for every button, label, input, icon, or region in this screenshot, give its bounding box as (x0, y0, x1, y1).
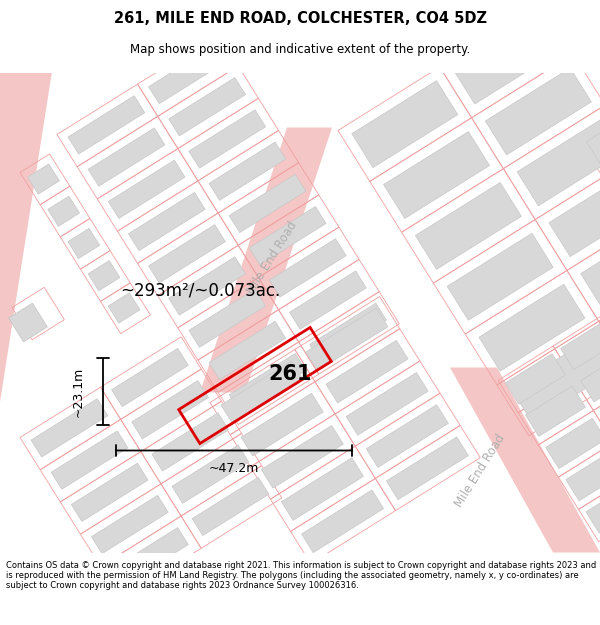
Polygon shape (485, 68, 592, 155)
Polygon shape (454, 17, 560, 104)
Text: Map shows position and indicative extent of the property.: Map shows position and indicative extent… (130, 42, 470, 56)
Polygon shape (28, 164, 59, 194)
Text: ~293m²/~0.073ac.: ~293m²/~0.073ac. (120, 281, 280, 299)
Polygon shape (108, 293, 140, 323)
Polygon shape (566, 451, 600, 501)
Polygon shape (450, 368, 600, 552)
Polygon shape (302, 490, 383, 552)
Polygon shape (132, 381, 208, 439)
Polygon shape (128, 192, 205, 251)
Polygon shape (112, 528, 188, 586)
Polygon shape (383, 132, 490, 219)
Polygon shape (51, 431, 128, 489)
Polygon shape (447, 233, 553, 320)
Polygon shape (310, 303, 386, 361)
Polygon shape (108, 160, 185, 219)
Text: 261: 261 (268, 364, 312, 384)
Polygon shape (326, 340, 408, 403)
Polygon shape (71, 463, 148, 521)
Polygon shape (149, 46, 226, 104)
Polygon shape (209, 321, 286, 379)
Polygon shape (505, 354, 565, 404)
Text: Mile End Road: Mile End Road (244, 219, 299, 296)
Polygon shape (169, 257, 245, 315)
Polygon shape (560, 319, 600, 370)
Polygon shape (517, 119, 600, 206)
Polygon shape (241, 393, 323, 456)
Text: ~23.1m: ~23.1m (71, 366, 85, 417)
Polygon shape (9, 303, 47, 342)
Polygon shape (68, 228, 100, 259)
Polygon shape (346, 372, 428, 435)
Polygon shape (386, 437, 469, 499)
Polygon shape (189, 110, 266, 168)
Polygon shape (229, 354, 306, 412)
Polygon shape (88, 261, 120, 291)
Polygon shape (88, 128, 165, 186)
Polygon shape (200, 127, 332, 392)
Polygon shape (192, 478, 269, 536)
Polygon shape (261, 426, 343, 488)
Text: Contains OS data © Crown copyright and database right 2021. This information is : Contains OS data © Crown copyright and d… (6, 561, 596, 591)
Polygon shape (549, 170, 600, 257)
Polygon shape (526, 386, 586, 436)
Polygon shape (352, 81, 458, 168)
Polygon shape (511, 335, 600, 422)
Polygon shape (366, 405, 448, 468)
Polygon shape (415, 182, 521, 269)
Polygon shape (281, 458, 364, 521)
Polygon shape (169, 78, 245, 136)
Polygon shape (209, 142, 286, 201)
Polygon shape (290, 271, 366, 329)
Polygon shape (306, 308, 388, 371)
Polygon shape (189, 289, 266, 348)
Polygon shape (269, 239, 346, 297)
Polygon shape (581, 221, 600, 308)
Polygon shape (479, 284, 585, 371)
Polygon shape (152, 413, 229, 471)
Text: Mile End Road: Mile End Road (452, 432, 508, 509)
Polygon shape (112, 348, 188, 407)
Polygon shape (581, 352, 600, 402)
Polygon shape (249, 206, 326, 265)
Polygon shape (0, 52, 55, 592)
Text: ~47.2m: ~47.2m (209, 462, 259, 475)
Polygon shape (586, 482, 600, 533)
Text: 261, MILE END ROAD, COLCHESTER, CO4 5DZ: 261, MILE END ROAD, COLCHESTER, CO4 5DZ (113, 11, 487, 26)
Polygon shape (545, 418, 600, 469)
Polygon shape (91, 496, 168, 554)
Polygon shape (229, 174, 306, 232)
Polygon shape (172, 445, 249, 503)
Polygon shape (586, 115, 600, 167)
Polygon shape (68, 96, 145, 154)
Polygon shape (149, 224, 226, 283)
Polygon shape (221, 361, 303, 424)
Polygon shape (31, 399, 108, 457)
Polygon shape (48, 196, 80, 226)
